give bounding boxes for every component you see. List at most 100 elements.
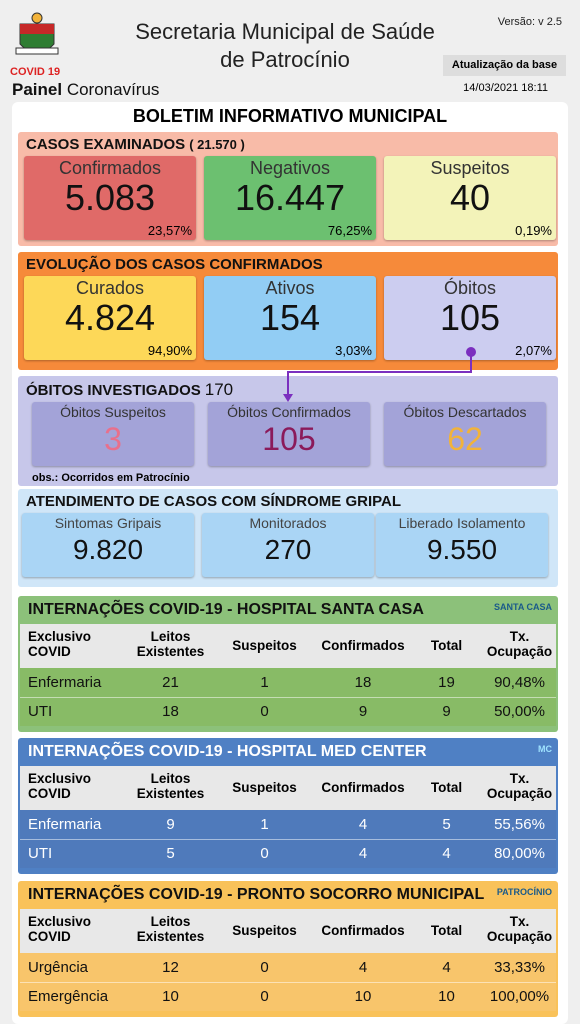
hospital-title: INTERNAÇÕES COVID-19 - HOSPITAL SANTA CA…: [28, 601, 424, 618]
table-cell: 5: [166, 845, 175, 862]
hospital-section: INTERNAÇÕES COVID-19 - PRONTO SOCORRO MU…: [18, 881, 558, 1017]
card: Monitorados 270: [202, 513, 374, 577]
column-header: Suspeitos: [232, 923, 297, 938]
card-value: 4.824: [64, 297, 156, 338]
table-cell: 0: [260, 845, 269, 862]
table-cell: 0: [260, 959, 269, 976]
table-cell: 0: [260, 988, 269, 1005]
card-value: 40: [449, 177, 491, 218]
row-divider: [20, 839, 556, 840]
section-title: EVOLUÇÃO DOS CASOS CONFIRMADOS: [26, 256, 323, 273]
logo-text: COVID 19: [10, 66, 61, 78]
section-title: ÓBITOS INVESTIGADOS 170: [26, 380, 234, 399]
table-cell: 80,00%: [494, 845, 545, 862]
row-divider: [20, 697, 556, 698]
section-total: ( 21.570 ): [189, 137, 245, 152]
table-cell: 5: [442, 816, 451, 833]
hospital-title: INTERNAÇÕES COVID-19 - PRONTO SOCORRO MU…: [28, 886, 485, 903]
logo: [14, 12, 60, 64]
table-cell: Enfermaria: [28, 816, 102, 833]
column-header: Suspeitos: [232, 638, 297, 653]
column-header: Tx. Ocupação: [486, 629, 553, 659]
table: Exclusivo COVID Leitos Existentes Suspeito…: [20, 624, 556, 726]
table-cell: 10: [354, 988, 372, 1005]
card: Negativos 16.447 76,25%: [204, 156, 376, 240]
card: Liberado Isolamento 9.550: [376, 513, 548, 577]
card-label: Suspeitos: [430, 158, 510, 178]
table-cell: 4: [358, 959, 368, 976]
table-cell: 0: [260, 703, 269, 720]
column-header: Exclusivo COVID: [28, 629, 92, 659]
card-value: 105: [262, 421, 316, 457]
column-header: Leitos Existentes: [136, 629, 205, 659]
version: Versão: v 2.5: [497, 16, 562, 28]
card-label: Confirmados: [58, 158, 162, 178]
column-header: Leitos Existentes: [136, 771, 205, 801]
column-header: Confirmados: [321, 780, 405, 795]
hospital-logo: PATROCÍNIO: [496, 887, 552, 897]
logo-crest: [15, 12, 59, 55]
card-label: Curados: [75, 278, 145, 298]
table-cell: 9: [358, 703, 368, 720]
section: EVOLUÇÃO DOS CASOS CONFIRMADOS Curados 4.8…: [18, 252, 558, 370]
card: Confirmados 5.083 23,57%: [24, 156, 196, 240]
table-cell: 90,48%: [494, 674, 545, 691]
card-label: Óbitos Confirmados: [227, 404, 351, 420]
table-cell: Enfermaria: [28, 674, 102, 691]
card-label: Monitorados: [249, 515, 327, 531]
column-header: Total: [430, 638, 463, 653]
table-cell: 12: [162, 959, 179, 976]
table-cell: 10: [438, 988, 455, 1005]
card: Suspeitos 40 0,19%: [384, 156, 556, 240]
hospital-logo: MC: [538, 744, 552, 754]
column-header: Suspeitos: [232, 780, 297, 795]
table-cell: UTI: [28, 703, 53, 720]
table-cell: 4: [358, 816, 368, 833]
hospital-title: INTERNAÇÕES COVID-19 - HOSPITAL MED CENT…: [28, 743, 427, 760]
table-cell: UTI: [28, 845, 53, 862]
card-percent: 0,19%: [515, 223, 552, 238]
card: Curados 4.824 94,90%: [24, 276, 196, 360]
panel-bold: Painel: [12, 80, 63, 99]
column-header: Exclusivo COVID: [28, 771, 92, 801]
section-title: ATENDIMENTO DE CASOS COM SÍNDROME GRIPAL: [26, 493, 402, 510]
card-percent: 3,03%: [335, 343, 372, 358]
table-cell: 21: [162, 674, 179, 691]
table-cell: Emergência: [28, 988, 109, 1005]
card-label: Óbitos: [443, 278, 497, 298]
section-total: 170: [204, 380, 234, 399]
card-percent: 23,57%: [147, 223, 192, 238]
update-date: 14/03/2021 18:11: [463, 82, 548, 94]
table-cell: 1: [260, 674, 269, 691]
card-value: 270: [264, 534, 312, 565]
table-cell: 18: [162, 703, 179, 720]
note: obs.: Ocorridos em Patrocínio: [32, 472, 190, 484]
arrow: [283, 347, 476, 402]
card-percent: 2,07%: [515, 343, 552, 358]
card-label: Óbitos Descartados: [403, 404, 527, 420]
table-cell: 9: [166, 816, 175, 833]
title-line: de Patrocínio: [220, 47, 350, 72]
table-header: Exclusivo COVID Leitos Existentes Suspeito…: [20, 766, 556, 810]
card-value: 9.550: [426, 534, 498, 565]
card: Ativos 154 3,03%: [204, 276, 376, 360]
card: Óbitos Descartados 62: [384, 402, 546, 466]
table: Exclusivo COVID Leitos Existentes Suspeito…: [20, 766, 556, 868]
table-cell: Urgência: [28, 959, 89, 976]
card: Sintomas Gripais 9.820: [22, 513, 194, 577]
column-header: Tx. Ocupação: [486, 771, 553, 801]
hospital-section: INTERNAÇÕES COVID-19 - HOSPITAL SANTA CA…: [18, 596, 558, 732]
table-cell: 4: [358, 845, 368, 862]
column-header: Total: [430, 780, 463, 795]
card-percent: 94,90%: [147, 343, 192, 358]
card: Óbitos 105 2,07%: [384, 276, 556, 360]
card-value: 62: [447, 421, 483, 457]
column-header: Confirmados: [321, 923, 405, 938]
card-label: Negativos: [249, 158, 331, 178]
column-header: Tx. Ocupação: [486, 914, 553, 944]
table-cell: 55,56%: [494, 816, 545, 833]
section-title: CASOS EXAMINADOS( 21.570 ): [26, 136, 245, 153]
card-label: Ativos: [265, 278, 315, 298]
table-cell: 9: [442, 703, 451, 720]
